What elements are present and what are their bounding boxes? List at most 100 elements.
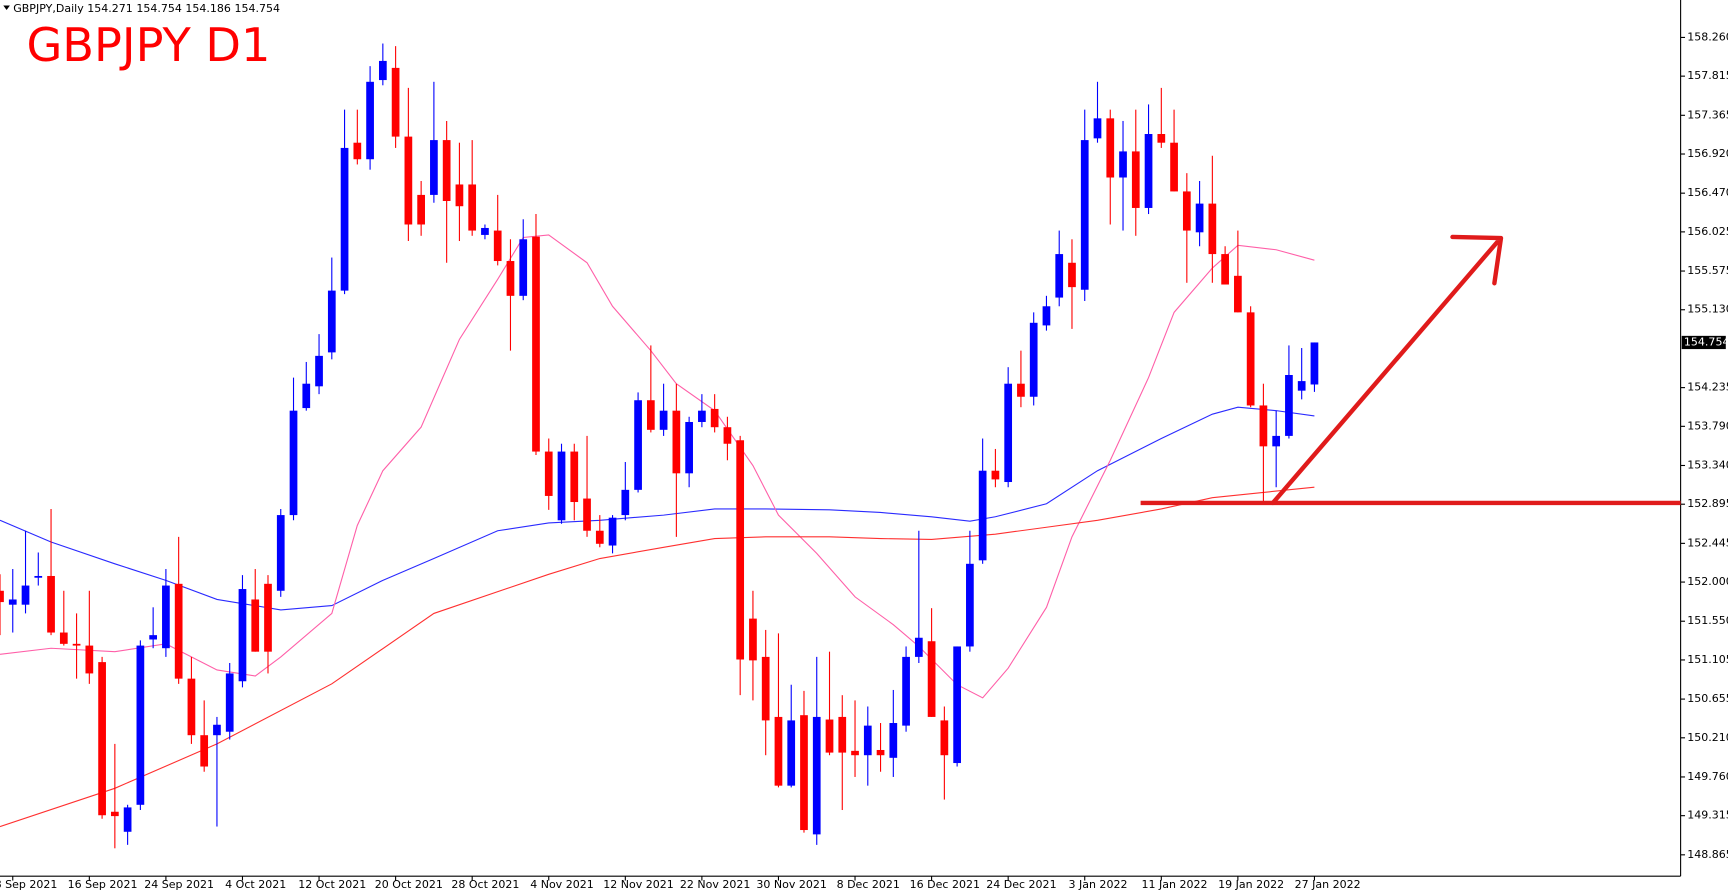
candle-body: [315, 355, 323, 387]
candle-body: [953, 646, 961, 764]
candle-body: [914, 637, 923, 657]
candle-body: [1131, 151, 1140, 208]
y-tick-label: 151.105: [1687, 653, 1728, 666]
y-tick-label: 157.365: [1687, 108, 1728, 121]
y-tick-label: 154.235: [1687, 381, 1728, 394]
candle-body: [710, 408, 719, 428]
candle-body: [353, 142, 362, 160]
y-tick-label: 150.655: [1687, 692, 1728, 705]
header: GBPJPY,Daily 154.271 154.754 154.186 154…: [13, 2, 280, 15]
candle-body: [225, 673, 234, 732]
candle-body: [404, 136, 413, 225]
candle-body: [1195, 203, 1204, 233]
candle-body: [736, 440, 745, 660]
candle-body: [1119, 151, 1127, 178]
x-tick-label: 24 Sep 2021: [144, 878, 214, 891]
candle-body: [1080, 140, 1089, 290]
x-tick-label: 12 Oct 2021: [298, 878, 366, 891]
candle-body: [468, 184, 477, 231]
candle-body: [927, 641, 936, 717]
candle-body: [149, 635, 157, 640]
candle-body: [174, 583, 183, 679]
y-tick-label: 148.865: [1687, 848, 1728, 861]
candle-body: [162, 585, 170, 649]
x-tick-label: 28 Oct 2021: [451, 878, 519, 891]
candle-body: [991, 470, 1000, 480]
x-tick-label: 16 Sep 2021: [68, 878, 138, 891]
y-tick-label: 155.575: [1687, 264, 1728, 277]
candle-body: [302, 383, 311, 409]
candle-body: [519, 239, 528, 296]
y-tick-label: 153.340: [1687, 458, 1728, 471]
candle-body: [251, 599, 260, 652]
candle-body: [838, 716, 847, 753]
candle-body: [672, 410, 681, 474]
candle-body: [825, 719, 834, 753]
trend-arrow: [1270, 234, 1504, 506]
candle-body: [800, 715, 808, 831]
candle-body: [187, 678, 196, 736]
candle-body: [276, 515, 285, 591]
x-tick-label: 24 Dec 2021: [986, 878, 1056, 891]
x-tick-label: 11 Jan 2022: [1142, 878, 1208, 891]
x-tick-label: 22 Nov 2021: [680, 878, 751, 891]
x-tick-label: 30 Nov 2021: [756, 878, 827, 891]
x-tick-label: 8 Sep 2021: [0, 878, 57, 891]
candle-body: [889, 723, 898, 758]
candle-body: [493, 230, 502, 262]
candle-body: [608, 517, 617, 546]
x-tick-label: 3 Jan 2022: [1068, 878, 1127, 891]
header-symbol: GBPJPY,Daily: [13, 2, 84, 15]
current-price-box: [1681, 335, 1726, 350]
candle-body: [1272, 435, 1281, 447]
candle-body: [634, 400, 642, 490]
candle-body: [1170, 142, 1178, 192]
candle-body: [1068, 262, 1076, 288]
candle-body: [1208, 203, 1217, 255]
candle-body: [544, 451, 553, 496]
candle-body: [430, 140, 438, 195]
y-tick-label: 157.815: [1687, 69, 1728, 82]
moving-average-line: [0, 234, 1315, 699]
candle-body: [442, 140, 451, 201]
candle-body: [749, 618, 757, 661]
candle-body: [966, 563, 974, 647]
y-tick-label: 152.895: [1687, 497, 1728, 510]
header-low: 154.186: [185, 2, 231, 15]
x-tick-label: 27 Jan 2022: [1295, 878, 1361, 891]
candle-body: [8, 599, 17, 605]
candle-body: [570, 451, 579, 503]
candle-body: [1310, 342, 1319, 385]
x-tick-label: 19 Jan 2022: [1218, 878, 1284, 891]
x-tick-label: 8 Dec 2021: [837, 878, 900, 891]
candle-body: [238, 589, 247, 682]
y-tick-label: 152.445: [1687, 536, 1728, 549]
candle-body: [1042, 306, 1051, 326]
candle-body: [455, 184, 464, 207]
y-tick-label: 150.210: [1687, 731, 1728, 744]
candle-body: [1259, 405, 1268, 447]
candle-body: [391, 67, 400, 137]
candle-body: [787, 720, 796, 786]
x-tick-label: 12 Nov 2021: [603, 878, 674, 891]
candle-body: [532, 236, 540, 452]
candle-body: [378, 60, 387, 81]
candle-body: [1297, 381, 1306, 391]
y-tick-label: 149.315: [1687, 809, 1728, 822]
candle-body: [851, 750, 859, 756]
x-tick-label: 4 Oct 2021: [225, 878, 286, 891]
candle-body: [1157, 134, 1166, 143]
candle-body: [863, 725, 872, 756]
candle-body: [0, 590, 4, 603]
candle-body: [595, 530, 604, 544]
candle-body: [213, 724, 221, 736]
candle-body: [1093, 118, 1102, 139]
candle-body: [1017, 383, 1025, 397]
candle-body: [98, 662, 106, 816]
candle-body: [761, 656, 770, 721]
candle-body: [34, 575, 43, 578]
candle-body: [72, 643, 81, 646]
candle-body: [940, 720, 949, 756]
candle-body: [47, 575, 55, 633]
candle-body: [876, 749, 885, 756]
